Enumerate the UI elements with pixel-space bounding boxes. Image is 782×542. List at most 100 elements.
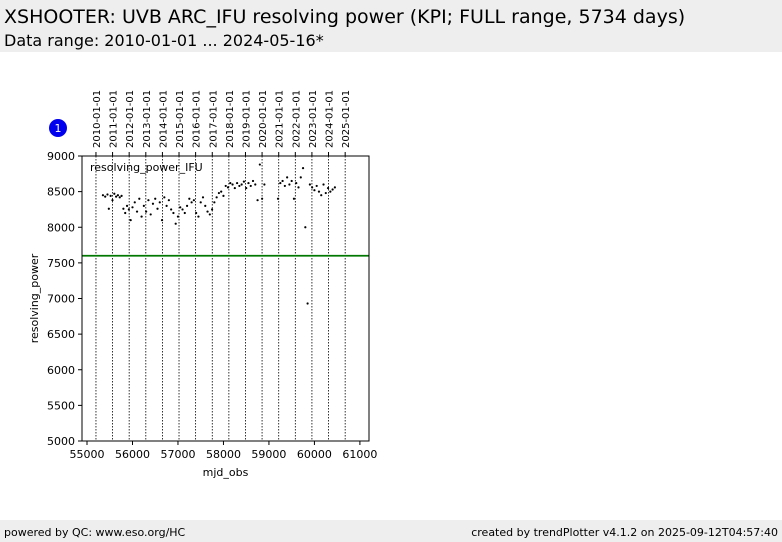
point <box>290 179 293 183</box>
point <box>256 199 259 202</box>
point <box>129 219 132 222</box>
footer-right: created by trendPlotter v4.1.2 on 2025-0… <box>471 526 778 539</box>
point <box>167 199 170 202</box>
point <box>201 196 205 199</box>
point <box>176 215 180 218</box>
point <box>111 199 114 202</box>
point <box>240 183 243 186</box>
point <box>258 163 261 166</box>
point <box>306 302 309 305</box>
point <box>224 184 227 188</box>
plot-frame <box>81 155 370 442</box>
point <box>276 197 280 200</box>
top-tick-label: 2016-01-01 <box>192 90 203 148</box>
point <box>115 195 118 198</box>
point <box>142 204 145 207</box>
point <box>281 179 284 183</box>
point <box>125 204 129 207</box>
x-tick-label: 56000 <box>115 448 150 461</box>
point <box>156 207 159 210</box>
point <box>210 208 214 211</box>
point <box>154 197 157 200</box>
point <box>163 196 166 199</box>
y-tick-label: 8000 <box>47 221 75 234</box>
point <box>190 201 193 204</box>
point <box>263 183 266 186</box>
top-tick-label: 2011-01-01 <box>109 90 120 148</box>
point <box>317 190 321 193</box>
top-tick-label: 2021-01-01 <box>275 90 286 148</box>
point <box>149 213 152 216</box>
point <box>313 189 316 192</box>
point <box>138 197 141 200</box>
point <box>242 180 246 183</box>
header-bar <box>0 0 782 52</box>
point <box>213 201 216 204</box>
y-tick-label: 7500 <box>47 257 75 270</box>
point <box>140 215 143 218</box>
point <box>308 183 311 186</box>
point <box>283 184 286 188</box>
y-tick-label: 7000 <box>47 293 75 306</box>
y-tick-label: 5500 <box>47 399 75 412</box>
point <box>233 186 236 190</box>
point <box>217 191 221 195</box>
top-tick-label: 2017-01-01 <box>208 90 219 148</box>
point <box>185 204 189 207</box>
point <box>292 197 296 200</box>
top-tick-label: 2014-01-01 <box>158 90 169 148</box>
top-tick-label: 2018-01-01 <box>225 90 236 148</box>
point <box>322 183 325 186</box>
point <box>238 184 241 188</box>
y-tick-label: 6500 <box>47 328 75 341</box>
y-tick-label: 9000 <box>47 150 75 163</box>
point <box>295 181 298 185</box>
point <box>235 181 239 185</box>
top-tick-label: 2012-01-01 <box>125 90 136 148</box>
top-tick-label: 2024-01-01 <box>325 90 336 148</box>
point <box>160 219 164 222</box>
point <box>133 201 136 204</box>
point <box>183 211 186 215</box>
top-tick-label: 2015-01-01 <box>175 90 186 148</box>
point <box>172 211 175 215</box>
point <box>231 183 234 186</box>
point <box>120 194 123 197</box>
point <box>122 207 125 210</box>
point <box>304 226 307 229</box>
point <box>127 208 130 211</box>
point <box>151 202 155 205</box>
x-tick-label: 59000 <box>251 448 286 461</box>
point <box>222 194 225 197</box>
top-tick-label: 2020-01-01 <box>258 90 269 148</box>
marker-badge <box>49 119 67 137</box>
point <box>109 194 112 197</box>
top-tick-label: 2019-01-01 <box>241 90 252 148</box>
point <box>145 210 148 213</box>
point <box>192 199 195 202</box>
point <box>158 201 161 204</box>
point <box>333 186 336 189</box>
point <box>229 181 232 185</box>
subtitle: Data range: 2010-01-01 ... 2024-05-16* <box>4 31 324 50</box>
x-axis-label: mjd_obs <box>203 466 249 479</box>
point <box>215 196 218 199</box>
x-tick-label: 58000 <box>206 448 241 461</box>
point <box>135 210 139 213</box>
top-tick-label: 2023-01-01 <box>308 90 319 148</box>
point <box>326 186 330 190</box>
point <box>297 186 300 189</box>
point <box>288 183 291 186</box>
point <box>170 208 173 211</box>
point <box>299 176 302 179</box>
point <box>118 196 121 199</box>
y-tick-label: 8500 <box>47 186 75 199</box>
point <box>261 197 264 200</box>
point <box>251 179 255 183</box>
point <box>174 222 177 225</box>
point <box>226 186 230 189</box>
top-tick-label: 2013-01-01 <box>142 90 153 148</box>
point <box>131 206 134 209</box>
